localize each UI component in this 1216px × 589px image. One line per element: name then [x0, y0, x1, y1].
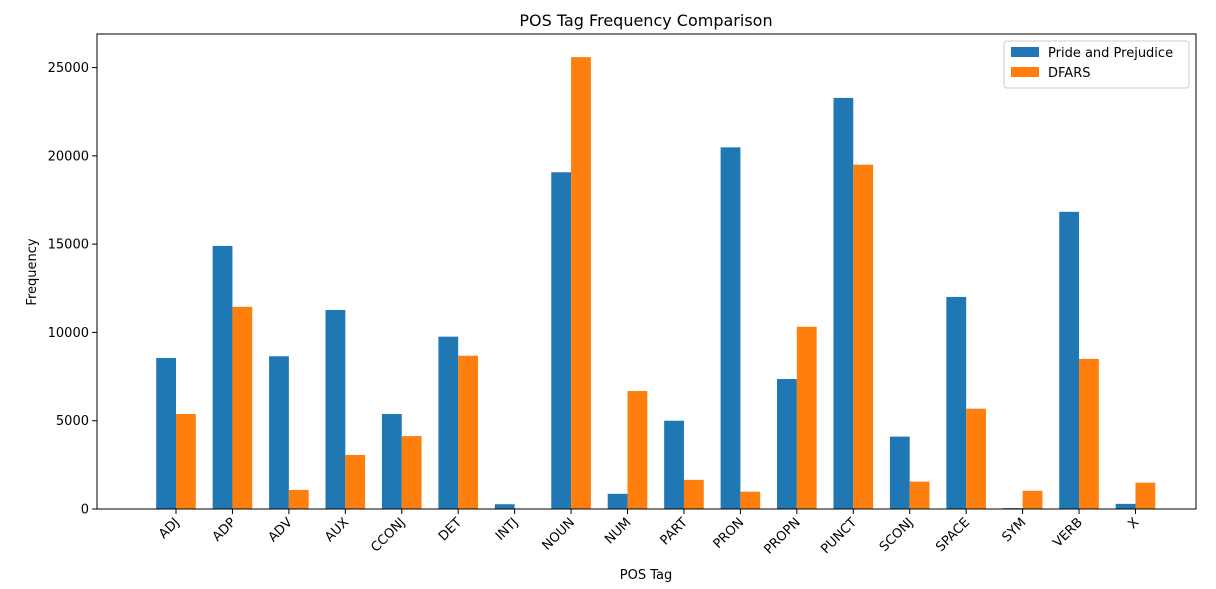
legend-label-1: Pride and Prejudice [1048, 46, 1173, 61]
y-axis-title: Frequency [25, 238, 40, 305]
y-tick-label: 20000 [48, 149, 89, 164]
bar-series2-x [1135, 482, 1156, 509]
x-tick-label-noun: NOUN [540, 515, 578, 553]
bar-series2-adj [176, 414, 196, 509]
chart-title: POS Tag Frequency Comparison [519, 11, 772, 30]
bar-series1-adp [212, 245, 233, 509]
x-tick-label-adv: ADV [266, 515, 296, 545]
x-tick-label-adp: ADP [210, 515, 240, 545]
bar-series2-space [966, 408, 986, 509]
x-tick-label-space: SPACE [933, 515, 973, 555]
bar-series2-cconj [401, 436, 422, 509]
y-tick-label: 0 [81, 503, 89, 518]
x-tick-label-verb: VERB [1050, 515, 1085, 550]
x-tick-label-part: PART [658, 515, 691, 548]
bar-series1-cconj [381, 414, 402, 509]
bar-series1-verb [1059, 211, 1080, 509]
x-tick-label-num: NUM [602, 515, 634, 547]
bar-series2-adp [232, 306, 253, 509]
legend-swatch-1 [1011, 47, 1039, 57]
legend-label-2: DFARS [1048, 66, 1090, 81]
x-tick-label-intj: INTJ [493, 515, 522, 544]
x-tick-label-punct: PUNCT [818, 515, 860, 557]
bar-series1-det [438, 336, 459, 509]
bar-series1-adv [269, 356, 289, 509]
bar-series1-propn [777, 379, 797, 509]
y-tick-label: 15000 [48, 238, 89, 253]
x-tick-label-adj: ADJ [156, 515, 183, 542]
bar-series2-sconj [909, 481, 930, 509]
bar-series2-punct [853, 164, 874, 510]
bar-series2-sym [1022, 490, 1043, 509]
bar-series2-noun [571, 57, 591, 510]
legend-swatch-2 [1011, 67, 1039, 77]
bar-series1-punct [833, 97, 854, 509]
x-tick-label-x: X [1125, 515, 1142, 532]
bar-series2-verb [1079, 358, 1099, 509]
bar-series1-adj [156, 358, 176, 509]
bar-series1-aux [325, 309, 346, 509]
bar-series2-pron [740, 491, 761, 509]
x-tick-label-sym: SYM [999, 515, 1029, 545]
bars-layer [156, 57, 1156, 510]
legend: Pride and Prejudice DFARS [1003, 40, 1190, 89]
bar-series1-pron [720, 147, 741, 509]
bar-series2-det [458, 355, 478, 509]
x-axis-title: POS Tag [620, 568, 672, 583]
bar-series1-part [664, 420, 684, 509]
y-tick-label: 10000 [48, 326, 89, 341]
legend-box [1003, 40, 1190, 89]
x-tick-label-sconj: SCONJ [877, 515, 917, 555]
bar-series1-num [607, 493, 628, 509]
bar-series2-num [627, 391, 648, 509]
x-tick-label-det: DET [436, 515, 465, 544]
bar-series1-space [946, 296, 967, 509]
bar-series2-aux [345, 454, 366, 509]
x-tick-label-propn: PROPN [761, 515, 803, 557]
bar-series2-part [683, 479, 704, 509]
bar-series2-adv [288, 489, 309, 509]
bar-series1-sconj [889, 436, 910, 509]
bar-series1-noun [551, 172, 572, 509]
x-tick-label-aux: AUX [322, 515, 352, 545]
x-tick-label-cconj: CCONJ [368, 515, 408, 555]
plot-frame [96, 33, 1197, 510]
bar-series2-propn [796, 326, 817, 509]
bar-series1-x [1115, 503, 1136, 509]
x-tick-label-pron: PRON [711, 515, 748, 552]
y-tick-label: 5000 [56, 414, 89, 429]
y-tick-label: 25000 [48, 61, 89, 76]
bar-series1-intj [494, 504, 515, 509]
